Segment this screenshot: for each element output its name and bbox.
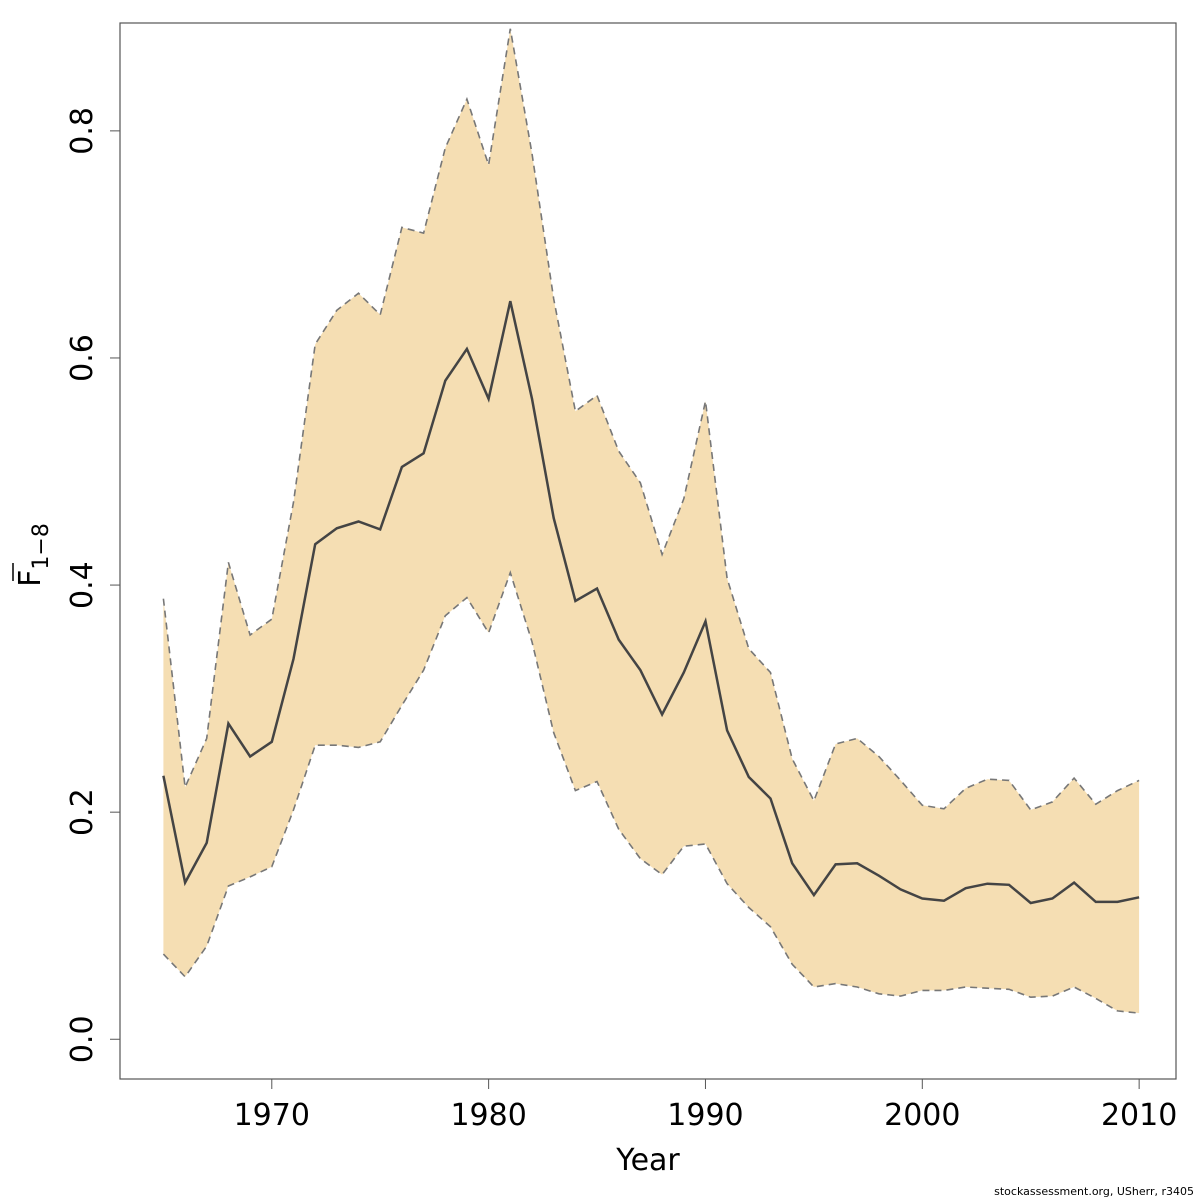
x-tick-label: 1970 — [234, 1098, 310, 1133]
x-tick-label: 1990 — [667, 1098, 743, 1133]
credit-text: stockassessment.org, USherr, r3405 — [994, 1185, 1194, 1198]
x-tick-label: 2000 — [884, 1098, 960, 1133]
upper-bound-line — [162, 28, 1140, 811]
lower-bound-line — [162, 570, 1140, 1014]
y-axis-title: F1−8 — [12, 523, 54, 587]
x-tick-label: 1980 — [450, 1098, 526, 1133]
x-axis-title: Year — [615, 1143, 680, 1178]
svg-text:F1−8: F1−8 — [13, 523, 54, 587]
y-axis-title-subscript: 1−8 — [29, 523, 54, 569]
y-axis-title-main: F — [13, 570, 48, 587]
x-tick-label: 2010 — [1101, 1098, 1177, 1133]
y-tick-label: 0.0 — [65, 1015, 100, 1063]
y-tick-label: 0.2 — [65, 788, 100, 836]
estimate-line — [162, 300, 1140, 905]
y-tick-label: 0.4 — [65, 561, 100, 609]
x-axis: 1970 1980 1990 2000 2010 — [234, 1078, 1177, 1133]
y-tick-label: 0.8 — [65, 107, 100, 155]
plot-area — [162, 28, 1140, 1014]
y-axis: 0.0 0.2 0.4 0.6 0.8 — [65, 107, 121, 1063]
y-tick-label: 0.6 — [65, 334, 100, 382]
